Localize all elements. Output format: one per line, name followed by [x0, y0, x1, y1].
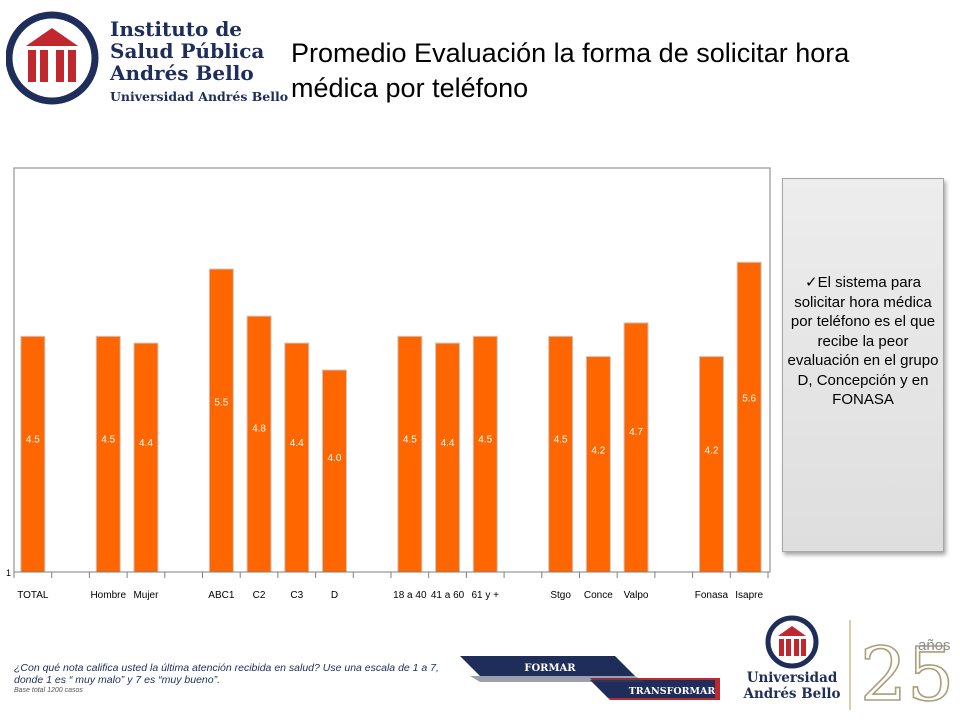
- x-category-label: 18 a 40: [393, 590, 427, 601]
- bar-41-a-60: [435, 342, 461, 573]
- logo-line-2: Salud Pública: [110, 39, 265, 63]
- x-category-label: Conce: [584, 590, 613, 601]
- shield-icon: [6, 11, 99, 105]
- bar-conce: [585, 356, 611, 573]
- university-name: Universidad Andrés Bello: [740, 670, 844, 702]
- bar-mujer: [133, 342, 159, 573]
- insight-box: ✓El sistema para solicitar hora médica p…: [782, 178, 944, 552]
- sample-base-text: Base total 1200 casos: [14, 687, 83, 694]
- survey-question-footnote: ¿Con qué nota califica usted la última a…: [14, 662, 464, 695]
- bar-value-label: 4.5: [101, 434, 115, 445]
- bar-18-a-40: [397, 335, 423, 573]
- bar-value-label: 4.7: [629, 427, 643, 438]
- bar-value-label: 4.4: [139, 438, 153, 449]
- question-text: ¿Con qué nota califica usted la última a…: [14, 662, 439, 686]
- x-category-label: Hombre: [90, 590, 126, 601]
- y-tick-label: 1: [6, 568, 11, 578]
- anniversary-25-logo: 25 años: [849, 620, 954, 714]
- anniversary-word: años: [918, 637, 951, 654]
- university-name-line-1: Universidad: [746, 670, 838, 686]
- logo-line-1: Instituto de: [110, 17, 243, 41]
- x-category-label: ABC1: [208, 590, 235, 601]
- university-name-line-2: Andrés Bello: [743, 686, 841, 702]
- bar-value-label: 4.8: [252, 423, 266, 434]
- university-shield-icon: [765, 615, 819, 669]
- bar-value-label: 5.5: [214, 397, 228, 408]
- logo-line-3: Andrés Bello: [110, 61, 254, 85]
- bar-value-label: 4.5: [478, 434, 492, 445]
- bar-value-label: 4.4: [441, 438, 455, 449]
- x-category-label: Isapre: [735, 590, 763, 601]
- bar-valpo: [623, 322, 649, 573]
- bar-d: [321, 369, 347, 573]
- bar-c2: [246, 315, 272, 573]
- x-category-label: 41 a 60: [431, 590, 465, 601]
- institute-logo: Instituto de Salud Pública Andrés Bello …: [6, 6, 288, 116]
- bar-value-label: 4.4: [290, 438, 304, 449]
- x-category-label: C2: [253, 590, 266, 601]
- bar-value-label: 4.5: [26, 434, 40, 445]
- bar-isapre: [736, 261, 762, 573]
- bar-value-label: 4.2: [591, 445, 605, 456]
- page-title: Promedio Evaluación la forma de solicita…: [291, 38, 850, 103]
- x-category-label: Mujer: [133, 590, 159, 601]
- bar-hombre: [95, 335, 121, 573]
- x-category-label: Stgo: [550, 590, 571, 601]
- bar-value-label: 4.0: [327, 453, 341, 464]
- x-category-label: Fonasa: [695, 590, 729, 601]
- ribbon-formar-text: FORMAR: [524, 663, 576, 674]
- bar-value-label: 5.6: [742, 394, 756, 405]
- bar-value-label: 4.2: [704, 445, 718, 456]
- logo-line-4: Universidad Andrés Bello: [110, 89, 289, 104]
- x-category-label: 61 y +: [471, 590, 499, 601]
- bar-stgo: [548, 335, 574, 573]
- bar-abc1: [208, 268, 234, 573]
- plot-area: [13, 167, 771, 573]
- x-category-label: Valpo: [624, 590, 649, 601]
- ribbon-transformar-text: TRANSFORMAR: [629, 686, 716, 697]
- bar-value-label: 4.5: [554, 434, 568, 445]
- x-category-label: TOTAL: [17, 590, 49, 601]
- x-category-label: C3: [290, 590, 303, 601]
- bar-fonasa: [698, 356, 724, 573]
- bar-total: [20, 335, 46, 573]
- anniversary-number: 25: [860, 632, 954, 714]
- bar-value-label: 4.5: [403, 434, 417, 445]
- x-category-label: D: [331, 590, 338, 601]
- bar-61-y-: [472, 335, 498, 573]
- insight-text: ✓El sistema para solicitar hora médica p…: [787, 274, 939, 408]
- formar-transformar-ribbon: FORMAR TRANSFORMAR: [460, 656, 720, 700]
- bar-chart: 1 4.5 4.5 4.4 5.5 4.8 4.4 4.0 4.5 4.4 4.5 4.5 4.2 4.…: [6, 167, 771, 601]
- bar-c3: [284, 342, 310, 573]
